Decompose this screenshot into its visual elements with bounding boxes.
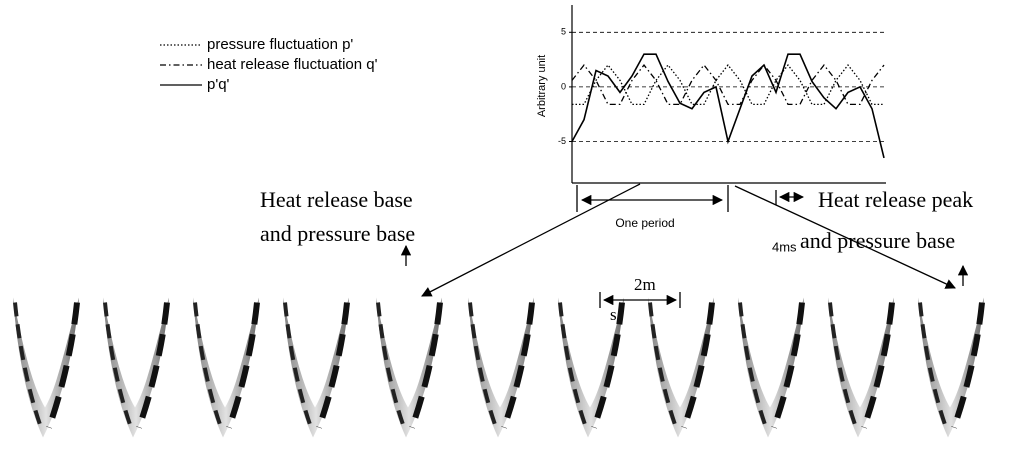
two-ms-label: 2m — [634, 275, 656, 294]
y-tick-label: 5 — [561, 27, 566, 37]
y-tick-label: -5 — [558, 136, 566, 146]
series-line — [572, 64, 884, 106]
series-line — [571, 53, 885, 159]
y-tick-label: 0 — [561, 81, 566, 91]
legend-label: heat release fluctuation q' — [207, 56, 378, 73]
right-label: and pressure base — [800, 228, 955, 253]
y-axis-label: Arbitrary unit — [536, 55, 548, 117]
legend-label: p'q' — [207, 76, 230, 93]
two-ms-label: s — [610, 305, 617, 324]
left-label: and pressure base — [260, 221, 415, 246]
legend-label: pressure fluctuation p' — [207, 36, 353, 53]
period-label: One period — [615, 216, 674, 230]
flame-images — [13, 298, 984, 438]
series-line — [571, 64, 885, 106]
left-label: Heat release base — [260, 187, 413, 212]
right-label: Heat release peak — [818, 187, 973, 212]
annotation-arrows — [400, 183, 969, 308]
four-ms-label: 4ms — [772, 239, 797, 254]
